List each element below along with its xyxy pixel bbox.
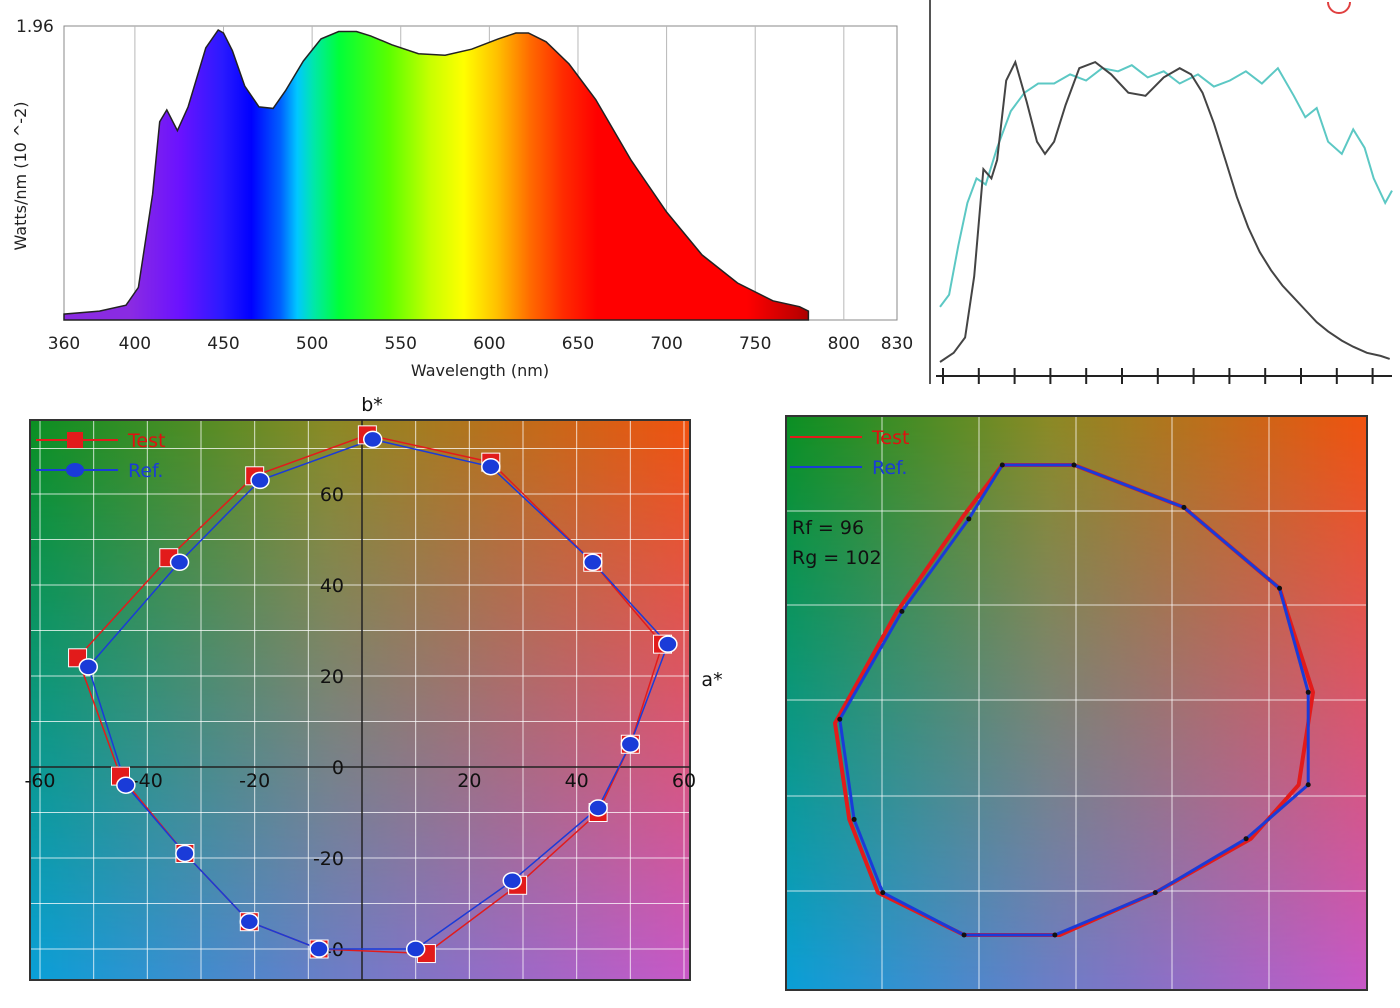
cvg-ref-point bbox=[658, 635, 678, 653]
fid-vertex-marker bbox=[837, 716, 843, 722]
comparison-cyan-line bbox=[939, 64, 1393, 308]
cvg-background-upper bbox=[30, 420, 690, 980]
cvg-frame bbox=[29, 419, 691, 981]
spectrum-x-tick-label: 600 bbox=[473, 334, 505, 354]
cvg-ref-point bbox=[362, 430, 383, 449]
comparison-x-ticks bbox=[942, 368, 1374, 384]
cvg-x-tick-label: -40 bbox=[132, 770, 163, 792]
cvg-y-tick-label: 20 bbox=[320, 666, 344, 688]
cvg-y-tick-label: 60 bbox=[320, 484, 344, 506]
fidelity-polygon-chart: Test Ref. Rf = 96 Rg = 102 bbox=[785, 415, 1368, 991]
fid-vertex-marker bbox=[851, 816, 857, 822]
spectrum-x-tick-label: 500 bbox=[296, 334, 328, 354]
cvg-axes bbox=[30, 420, 690, 980]
cvg-x-axis-label: a* bbox=[701, 669, 722, 691]
cvg-y-tick-label: 40 bbox=[320, 575, 344, 597]
fid-vertex-marker bbox=[1071, 462, 1077, 468]
spectrum-x-tick-label: 750 bbox=[739, 334, 771, 354]
fid-vertex-marker bbox=[1277, 585, 1283, 591]
cvg-ref-point bbox=[502, 872, 523, 890]
spectrum-x-tick-label: 450 bbox=[207, 334, 239, 354]
spectrum-x-axis-label: Wavelength (nm) bbox=[411, 361, 549, 380]
fid-vertex-marker bbox=[961, 932, 967, 938]
cvg-ref-point bbox=[239, 912, 260, 931]
cvg-ref-point bbox=[309, 940, 329, 958]
fid-vertex-marker bbox=[1305, 689, 1311, 695]
cvg-test-polygon bbox=[76, 434, 664, 955]
cvg-ref-point bbox=[583, 553, 603, 571]
fid-vertex-marker bbox=[1305, 782, 1311, 788]
spectrum-chart: 360 400 450 500 550 600 650 700 750 800 830 1.96 W… bbox=[11, 17, 913, 380]
spectrum-x-tick-label: 700 bbox=[650, 334, 682, 354]
cvg-ref-point bbox=[116, 776, 136, 794]
cvg-legend-test-label: Test bbox=[127, 430, 165, 452]
spectrum-x-tick-label: 360 bbox=[48, 334, 80, 354]
fid-annotation-rg: Rg = 102 bbox=[792, 547, 882, 569]
cvg-ref-point bbox=[620, 735, 641, 753]
cvg-legend-ref-label: Ref. bbox=[128, 460, 163, 482]
partial-circle-icon bbox=[1327, 1, 1351, 14]
comparison-line-chart bbox=[929, 0, 1393, 384]
cvg-ref-point bbox=[169, 553, 190, 571]
fid-vertex-marker bbox=[999, 462, 1005, 468]
cvg-ref-point bbox=[481, 457, 501, 476]
cvg-legend-test-marker bbox=[67, 432, 83, 448]
fid-vertex-marker bbox=[899, 608, 905, 614]
spectrum-x-tick-label: 800 bbox=[828, 334, 860, 354]
spectrum-ymax-label: 1.96 bbox=[16, 17, 54, 37]
cvg-ref-point bbox=[405, 940, 426, 958]
cvg-y-tick-label: -20 bbox=[313, 848, 344, 870]
fid-vertex-marker bbox=[1052, 932, 1058, 938]
spectrum-x-tick-label: 550 bbox=[385, 334, 417, 354]
fid-legend-test-label: Test bbox=[871, 427, 909, 449]
comparison-black-line bbox=[939, 59, 1391, 363]
cvg-ref-point bbox=[175, 844, 195, 863]
cvg-y-axis-label: b* bbox=[361, 394, 383, 416]
cvg-legend-ref-marker bbox=[66, 463, 84, 477]
cvg-x-tick-label: 40 bbox=[565, 770, 589, 792]
cvg-ref-polygon bbox=[87, 438, 669, 950]
fid-vertex-marker bbox=[880, 890, 886, 896]
spectrum-x-tick-label: 400 bbox=[119, 334, 151, 354]
fid-frame bbox=[785, 415, 1368, 991]
cvg-ref-point bbox=[588, 799, 608, 817]
cvg-ref-point bbox=[250, 471, 270, 490]
spectrum-x-tick-label: 830 bbox=[881, 334, 913, 354]
spectrum-x-tick-label: 650 bbox=[562, 334, 594, 354]
spectrum-x-ticks: 360 400 450 500 550 600 650 700 750 800 830 bbox=[48, 334, 913, 354]
cvg-legend: Test Ref. bbox=[36, 430, 165, 482]
cvg-x-tick-label: -20 bbox=[239, 770, 270, 792]
fid-series bbox=[833, 462, 1315, 938]
fid-ref-polygon bbox=[838, 463, 1310, 937]
fid-vertex-marker bbox=[1181, 504, 1187, 510]
cvg-x-tick-label: 20 bbox=[457, 770, 481, 792]
fid-vertex-marker bbox=[1152, 890, 1158, 896]
fid-annotation-rf: Rf = 96 bbox=[792, 517, 864, 539]
cvg-gridlines bbox=[31, 421, 689, 979]
cvg-series bbox=[68, 425, 678, 964]
spectrum-y-axis-label: Watts/nm (10 ^-2) bbox=[11, 102, 30, 251]
fid-vertex-marker bbox=[1243, 836, 1249, 842]
cvg-x-tick-label: -60 bbox=[24, 770, 55, 792]
spectrum-area bbox=[63, 29, 810, 321]
fid-gridlines bbox=[787, 417, 1366, 989]
fid-legend-ref-label: Ref. bbox=[872, 457, 907, 479]
fid-legend: Test Ref. bbox=[790, 427, 909, 479]
cvg-x-tick-label: 60 bbox=[672, 770, 696, 792]
fid-vertex-marker bbox=[966, 516, 972, 522]
cvg-y-tick-label: 0 bbox=[332, 757, 344, 779]
cvg-ref-point bbox=[78, 658, 99, 676]
